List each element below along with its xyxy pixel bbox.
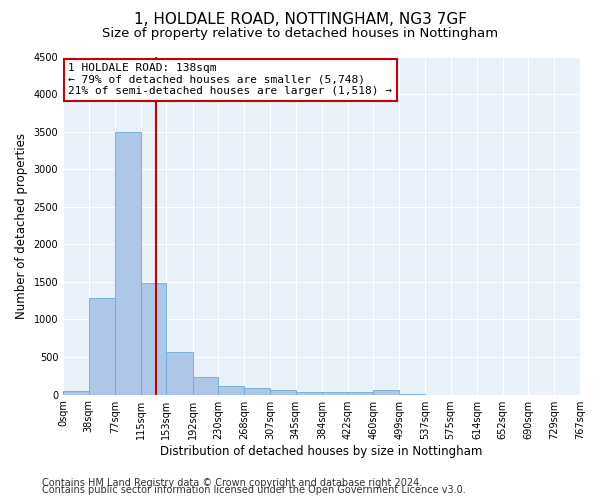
Bar [63, 391, 89, 394]
Bar [244, 388, 270, 394]
Bar [218, 386, 244, 394]
Bar [347, 392, 373, 394]
Bar [193, 376, 218, 394]
Text: Contains public sector information licensed under the Open Government Licence v3: Contains public sector information licen… [42, 485, 466, 495]
Text: 1 HOLDALE ROAD: 138sqm
← 79% of detached houses are smaller (5,748)
21% of semi-: 1 HOLDALE ROAD: 138sqm ← 79% of detached… [68, 64, 392, 96]
Bar [140, 284, 166, 395]
Y-axis label: Number of detached properties: Number of detached properties [15, 132, 28, 318]
Bar [89, 298, 115, 394]
Bar [115, 132, 140, 394]
Text: Contains HM Land Registry data © Crown copyright and database right 2024.: Contains HM Land Registry data © Crown c… [42, 478, 422, 488]
Bar [166, 352, 193, 395]
Bar [270, 390, 296, 394]
Bar [373, 390, 400, 394]
Text: Size of property relative to detached houses in Nottingham: Size of property relative to detached ho… [102, 28, 498, 40]
Text: 1, HOLDALE ROAD, NOTTINGHAM, NG3 7GF: 1, HOLDALE ROAD, NOTTINGHAM, NG3 7GF [133, 12, 467, 28]
X-axis label: Distribution of detached houses by size in Nottingham: Distribution of detached houses by size … [160, 444, 483, 458]
Bar [322, 392, 347, 394]
Bar [296, 392, 322, 394]
